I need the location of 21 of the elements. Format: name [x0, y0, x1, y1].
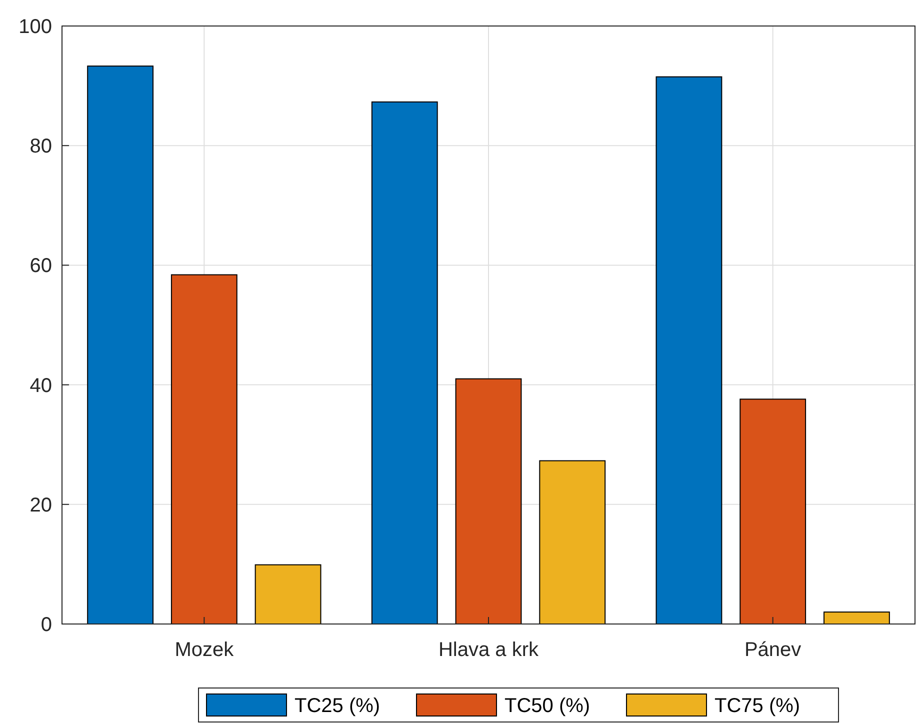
bar: [254, 564, 322, 624]
bar: [87, 66, 154, 624]
bar: [170, 274, 238, 624]
y-tick-label: 60: [30, 255, 52, 278]
legend-label: TC75 (%): [714, 695, 800, 717]
bar: [740, 398, 806, 624]
x-tick-label: Mozek: [174, 639, 235, 661]
bar: [455, 378, 522, 624]
x-tick-label: Hlava a krk: [438, 639, 540, 661]
bar: [656, 76, 722, 624]
bar: [539, 460, 606, 624]
y-tick-label: 40: [30, 374, 52, 397]
legend-label: TC25 (%): [294, 695, 380, 717]
y-tick-label: 20: [30, 494, 52, 516]
bar: [371, 101, 438, 624]
y-tick-label: 100: [18, 16, 52, 38]
y-tick-label: 80: [30, 136, 52, 158]
bar: [823, 612, 890, 624]
x-tick-label: Pánev: [744, 639, 802, 661]
legend-label: TC50 (%): [504, 695, 590, 717]
y-tick-label: 0: [40, 614, 52, 636]
